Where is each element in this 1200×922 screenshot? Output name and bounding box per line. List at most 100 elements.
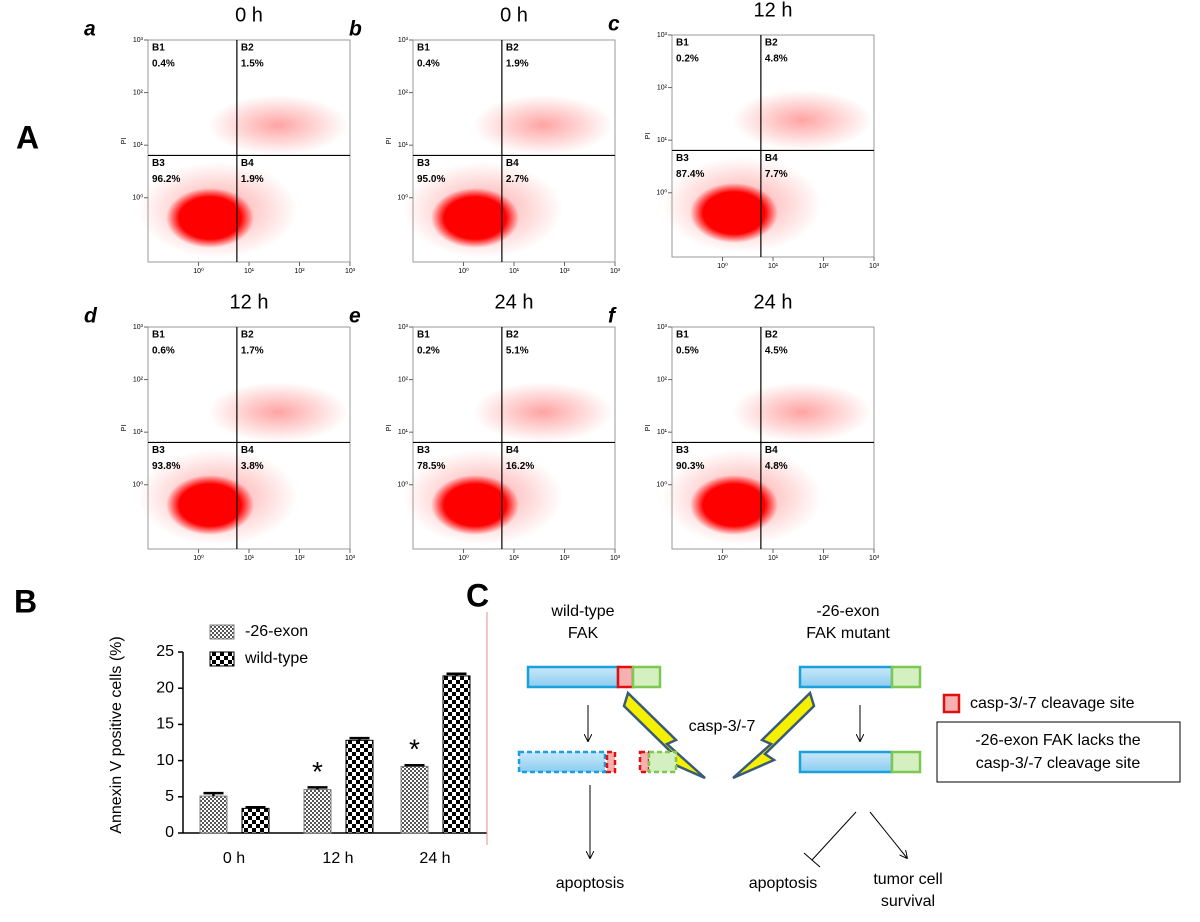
outcome: apoptosis — [556, 875, 625, 892]
y-axis-label: PI — [386, 138, 393, 145]
quadrant-name: B3 — [417, 445, 430, 456]
quadrant-name: B3 — [152, 445, 165, 456]
note-box — [936, 721, 1181, 783]
x-tick-label: 10⁰ — [193, 267, 204, 275]
bar — [345, 739, 374, 834]
cell-haze — [732, 382, 872, 442]
cell-cloud — [431, 188, 519, 248]
label: FAK mutant — [806, 625, 890, 642]
x-tick-label: 10⁰ — [458, 267, 469, 275]
x-tick-label: 10² — [559, 555, 570, 562]
y-tick-label: 10¹ — [398, 429, 409, 436]
x-tick-label: 10³ — [610, 268, 621, 275]
x-tick-label: 10³ — [869, 555, 880, 562]
cell-cloud — [690, 475, 778, 535]
x-tick-label: 10¹ — [768, 263, 779, 270]
lightning — [732, 690, 816, 780]
flow-plot: 12 h d B1 0.6% B2 1.7% B3 93.8% B4 3.8% 10⁰ 10¹ 10² 1… — [84, 291, 356, 562]
fak-domain — [890, 750, 922, 774]
y-tick-label: 25 — [156, 643, 174, 660]
plot-letter: b — [349, 18, 362, 41]
quadrant-percent: 96.2% — [152, 174, 180, 185]
fragment — [638, 750, 651, 774]
quadrant-name: B1 — [152, 43, 165, 54]
legend-swatch — [942, 693, 961, 714]
plot-title: 24 h — [754, 291, 793, 313]
quadrant-percent: 4.8% — [765, 54, 788, 65]
x-tick-label: 10⁰ — [458, 554, 469, 562]
bar — [241, 807, 270, 834]
x-tick-label: 10¹ — [768, 555, 779, 562]
cell-haze — [208, 382, 348, 442]
quadrant-name: B2 — [506, 43, 519, 54]
y-axis-label: PI — [121, 425, 128, 432]
y-tick-label: 10¹ — [398, 142, 409, 149]
plot-title: 12 h — [230, 291, 269, 313]
x-tick-label: 10¹ — [509, 555, 520, 562]
quadrant-percent: 93.8% — [152, 461, 180, 472]
panel-label: C — [466, 577, 489, 613]
error-bar — [307, 786, 328, 790]
flow-plot: 0 h a B1 0.4% B2 1.5% B3 96.2% B4 1.9% 10⁰ 10¹ 10² 10… — [84, 4, 356, 275]
quadrant-name: B2 — [765, 330, 778, 341]
y-axis-label: PI — [121, 138, 128, 145]
x-tick-label: 10³ — [345, 268, 356, 275]
y-tick-label: 10⁰ — [132, 194, 143, 202]
x-tick-label: 10² — [559, 268, 570, 275]
x-tick-label: 10³ — [869, 263, 880, 270]
plot-title: 24 h — [495, 291, 534, 313]
y-tick-label: 5 — [165, 788, 174, 805]
error-bar — [245, 806, 266, 809]
quadrant-percent: 0.2% — [417, 346, 440, 357]
y-tick-label: 10² — [133, 376, 144, 383]
outcome: tumor cell — [873, 871, 942, 888]
y-tick-label: 10² — [398, 376, 409, 383]
quadrant-percent: 3.8% — [241, 461, 264, 472]
inhibition — [811, 811, 857, 861]
quadrant-name: B4 — [506, 158, 519, 169]
quadrant-percent: 78.5% — [417, 461, 445, 472]
cell-haze — [208, 95, 348, 155]
quadrant-percent: 4.8% — [765, 461, 788, 472]
bar — [303, 789, 332, 834]
quadrant-percent: 0.4% — [417, 59, 440, 70]
fak-domain — [890, 665, 922, 689]
y-tick-label: 15 — [156, 716, 174, 733]
x-tick-label: 10¹ — [509, 268, 520, 275]
quadrant-name: B2 — [506, 330, 519, 341]
y-tick-label: 10³ — [398, 324, 409, 331]
quadrant-name: B4 — [506, 445, 519, 456]
y-tick-label: 10³ — [657, 324, 668, 331]
x-tick-label: 10¹ — [244, 555, 255, 562]
label: FAK — [568, 625, 599, 642]
flow-plot: 24 h e B1 0.2% B2 5.1% B3 78.5% B4 16.2% 10⁰ 10¹ 10²… — [349, 291, 621, 562]
plot-letter: e — [349, 305, 361, 328]
y-axis-label: PI — [645, 133, 652, 140]
quadrant-name: B2 — [241, 330, 254, 341]
panel-a: A 0 h a B1 0.4% B2 1.5% B3 96.2% B4 1.9% 10⁰ 10¹ 10²… — [16, 0, 880, 562]
plot-title: 12 h — [754, 0, 793, 21]
error-bar — [349, 736, 370, 741]
legend-text: wild-type — [244, 650, 308, 667]
quadrant-percent: 16.2% — [506, 461, 534, 472]
y-axis-label: PI — [645, 425, 652, 432]
legend-text: casp-3/-7 cleavage site — [970, 695, 1135, 712]
bar — [400, 765, 429, 834]
y-tick-label: 10⁰ — [132, 481, 143, 489]
x-tick-label: 10² — [294, 268, 305, 275]
y-axis-label: PI — [386, 425, 393, 432]
note: -26-exon FAK lacks the — [975, 732, 1141, 749]
quadrant-percent: 7.7% — [765, 169, 788, 180]
cell-haze — [473, 95, 613, 155]
x-tick-label: 24 h — [419, 850, 450, 867]
cell-cloud — [690, 183, 778, 243]
quadrant-name: B3 — [676, 445, 689, 456]
legend-text: -26-exon — [245, 623, 308, 640]
significance: * — [409, 734, 420, 765]
plot-letter: f — [608, 305, 617, 328]
enzyme: casp-3/-7 — [689, 718, 756, 735]
arrow — [869, 811, 907, 858]
fak-domain — [631, 665, 662, 689]
x-tick-label: 10⁰ — [193, 554, 204, 562]
quadrant-name: B1 — [417, 330, 430, 341]
